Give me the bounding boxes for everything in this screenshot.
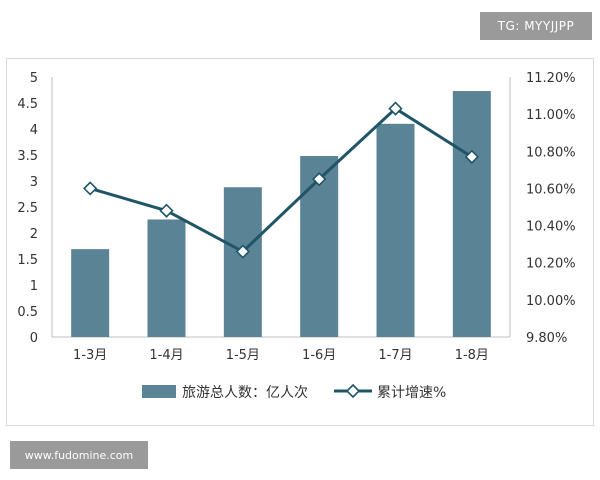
left-tick-label: 0.5 [17, 305, 38, 320]
bar [452, 91, 491, 337]
left-tick-label: 0 [30, 331, 38, 346]
right-tick-label: 11.20% [526, 71, 576, 86]
x-tick-label: 1-6月 [302, 348, 336, 363]
right-tick-label: 10.60% [526, 182, 576, 197]
left-tick-label: 4 [30, 123, 38, 138]
line-point-marker [83, 181, 98, 196]
watermark-bottom: www.fudomine.com [10, 441, 148, 469]
axes [51, 77, 511, 338]
right-tick-label: 10.00% [526, 294, 576, 309]
legend-swatch-bars [142, 385, 176, 398]
line-point-marker [464, 149, 479, 164]
x-tick-label: 1-4月 [149, 348, 183, 363]
right-tick-label: 10.40% [526, 220, 576, 235]
watermark-top: TG: MYYJJPP [480, 12, 592, 40]
bar [223, 187, 262, 337]
legend-marker [345, 383, 361, 399]
left-tick-label: 1.5 [17, 253, 38, 268]
right-tick-label: 10.80% [526, 145, 576, 160]
series-line [89, 107, 473, 254]
legend-label-bars: 旅游总人数：亿人次 [182, 385, 308, 401]
x-tick-label: 1-5月 [226, 348, 260, 363]
line-point-marker [388, 101, 403, 116]
left-tick-label: 3.5 [17, 149, 38, 164]
legend: 旅游总人数：亿人次 累计增速% [142, 383, 446, 401]
left-tick-label: 1 [30, 279, 38, 294]
x-tick-label: 1-8月 [455, 348, 489, 363]
bar [376, 123, 415, 337]
left-tick-label: 5 [30, 71, 38, 86]
x-axis-ticks: 1-3月 1-4月 1-5月 1-6月 1-7月 1-8月 [73, 348, 489, 363]
left-tick-label: 4.5 [17, 97, 38, 112]
chart-frame [6, 58, 594, 426]
bar-series [71, 91, 491, 337]
line-point-marker [235, 244, 250, 259]
bar [71, 249, 110, 337]
line-series [83, 101, 479, 259]
line-point-marker [312, 172, 327, 187]
bar [147, 219, 186, 337]
right-tick-label: 9.80% [526, 331, 567, 346]
legend-label-line: 累计增速% [377, 385, 446, 401]
left-tick-label: 3 [30, 175, 38, 190]
left-tick-label: 2 [30, 227, 38, 242]
x-tick-label: 1-3月 [73, 348, 107, 363]
x-tick-label: 1-7月 [378, 348, 412, 363]
right-tick-label: 11.00% [526, 108, 576, 123]
left-axis-ticks: 0 0.5 1 1.5 2 2.5 3 3.5 4 4.5 5 [17, 71, 38, 346]
left-tick-label: 2.5 [17, 201, 38, 216]
line-point-marker [159, 203, 174, 218]
right-axis-ticks: 9.80% 10.00% 10.20% 10.40% 10.60% 10.80% 11.00… [526, 71, 576, 346]
right-tick-label: 10.20% [526, 257, 576, 272]
